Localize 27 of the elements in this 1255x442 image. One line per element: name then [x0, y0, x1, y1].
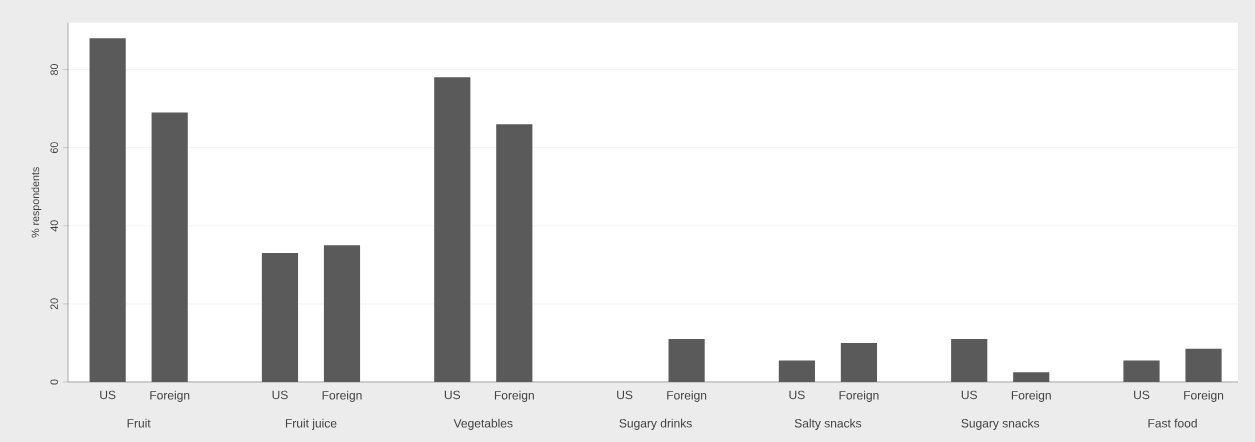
- series-label: Foreign: [1011, 390, 1051, 402]
- x-tick-label: Sugary drinks: [619, 418, 692, 430]
- text: US: [961, 390, 977, 400]
- x-tick-label: Vegetables: [453, 418, 513, 430]
- y-tick-label: 20: [50, 298, 58, 310]
- text: Foreign: [1184, 390, 1224, 402]
- text: Foreign: [667, 390, 707, 402]
- text: Foreign: [322, 390, 362, 402]
- text: Foreign: [494, 390, 534, 402]
- x-tick-label: Sugary snacks: [961, 418, 1040, 430]
- y-tick-label: 0: [50, 379, 58, 385]
- text: Foreign: [150, 390, 190, 402]
- y-axis-title: % respondents: [31, 167, 42, 238]
- y-tick-label: 60: [50, 142, 58, 154]
- y-tick-label: 80: [50, 64, 58, 76]
- x-tick-label: Salty snacks: [794, 418, 862, 430]
- y-tick-label: 40: [50, 220, 58, 232]
- x-tick-label: Fruit juice: [285, 418, 337, 430]
- x-tick-label: Fast food: [1148, 418, 1197, 428]
- x-tick-label: Fruit: [127, 418, 151, 428]
- text: US: [1134, 390, 1150, 400]
- text: US: [444, 390, 461, 400]
- text: US: [789, 390, 805, 400]
- text: Foreign: [839, 390, 879, 402]
- series-label: US: [100, 390, 116, 400]
- text: US: [617, 390, 633, 400]
- text: US: [272, 390, 288, 400]
